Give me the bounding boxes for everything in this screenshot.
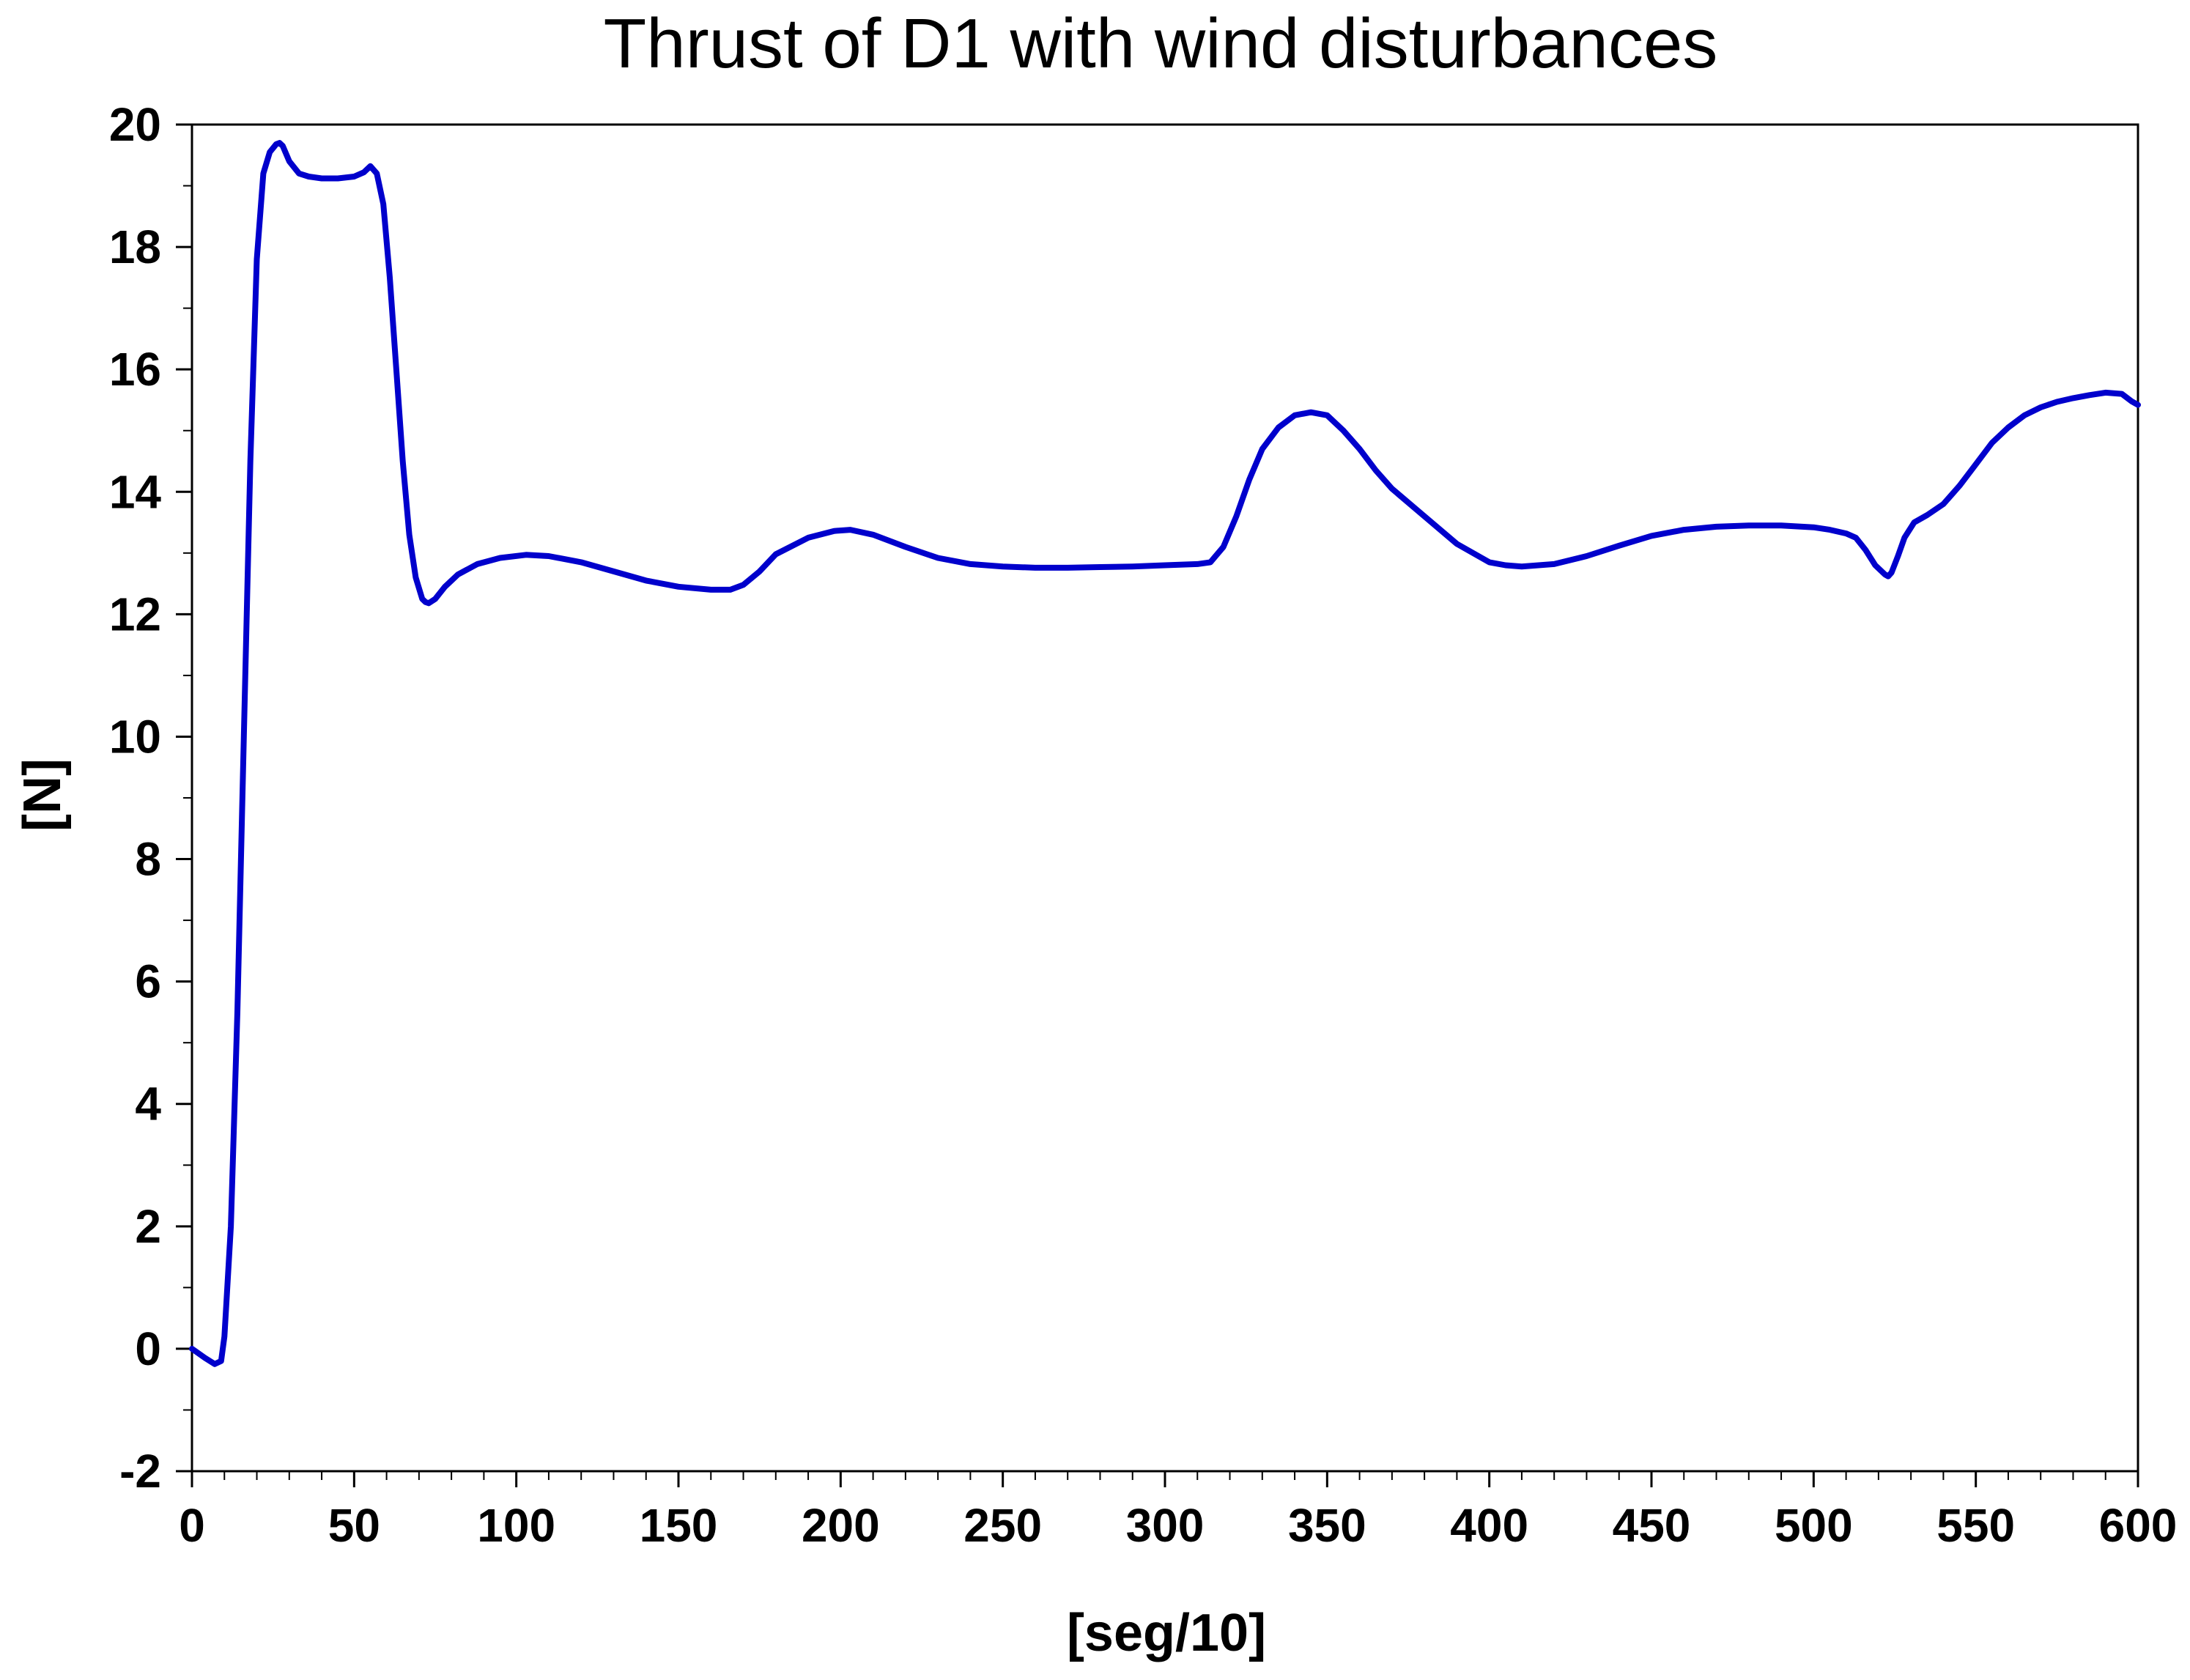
x-tick-label: 0 [179,1499,205,1552]
x-tick-label: 350 [1288,1499,1366,1552]
y-tick-label: 12 [109,588,161,640]
y-tick-label: 10 [109,710,161,763]
y-tick-label: 8 [135,833,161,886]
x-tick-label: 200 [802,1499,880,1552]
y-tick-label: -2 [119,1445,161,1498]
y-tick-label: 6 [135,955,161,1008]
x-tick-label: 300 [1126,1499,1205,1552]
x-tick-label: 450 [1613,1499,1691,1552]
chart-title: Thrust of D1 with wind disturbances [604,4,1718,83]
y-tick-label: 2 [135,1200,161,1253]
x-tick-label: 250 [963,1499,1042,1552]
y-axis-label: [N] [13,758,72,832]
x-tick-label: 600 [2099,1499,2178,1552]
x-tick-label: 100 [477,1499,555,1552]
x-axis-label: [seg/10] [1067,1604,1266,1662]
y-axis-tick-labels: -2 0 2 4 6 8 10 12 14 16 18 20 [109,98,162,1498]
y-tick-label: 16 [109,343,161,396]
y-tick-label: 18 [109,221,161,273]
y-tick-label: 14 [109,465,162,518]
y-tick-label: 0 [135,1322,161,1375]
x-tick-label: 400 [1450,1499,1528,1552]
x-tick-label: 550 [1936,1499,2015,1552]
y-tick-label: 20 [109,98,161,151]
x-axis-ticks [190,1471,2139,1487]
series-line-thrust [189,140,2141,1367]
x-axis-tick-labels: 0 50 100 150 200 250 300 350 400 450 500 550 600 [179,1499,2177,1552]
x-tick-label: 500 [1775,1499,1853,1552]
x-tick-label: 50 [328,1499,380,1552]
y-tick-label: 4 [135,1078,161,1131]
x-tick-label: 150 [640,1499,718,1552]
